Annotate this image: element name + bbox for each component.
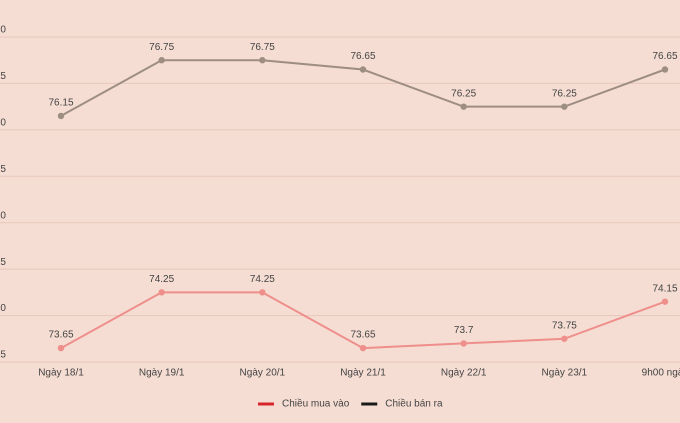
y-tick-label: 73.5 [0,350,6,361]
point [561,335,568,342]
data-label: 76.75 [250,42,275,53]
y-tick-label: 77.0 [0,25,6,36]
data-label: 73.75 [552,320,577,331]
x-tick-label: Ngày 23/1 [542,368,588,379]
data-label: 73.65 [350,330,375,341]
point [460,340,467,347]
point [359,344,367,352]
point [460,103,467,110]
point [158,57,165,64]
y-tick-label: 75.0 [0,210,6,221]
data-label: 76.25 [552,88,577,99]
data-label: 76.65 [350,51,375,62]
x-tick-label: Ngày 22/1 [441,368,487,379]
legend-label: Chiều bán ra [385,398,443,410]
x-tick-label: Ngày 18/1 [38,368,84,379]
data-label: 74.15 [652,283,677,294]
y-tick-label: 76.5 [0,71,6,82]
y-tick-label: 76.0 [0,117,6,128]
data-label: 76.15 [48,98,73,109]
data-label: 76.75 [149,42,174,53]
data-label: 73.65 [48,330,73,341]
point [561,103,568,110]
point [359,66,367,73]
legend-label: Chiều mua vào [282,398,350,410]
point [158,289,165,296]
data-label: 73.7 [454,325,474,336]
x-tick-label: 9h00 ngày [642,368,680,379]
y-tick-label: 75.5 [0,164,6,175]
point [57,112,65,120]
point [259,289,266,296]
point [259,57,266,64]
point [661,66,669,73]
data-label: 76.65 [652,51,677,62]
y-tick-label: 74.0 [0,303,6,314]
x-tick-label: Ngày 19/1 [139,368,185,379]
data-label: 74.25 [149,274,174,285]
x-tick-label: Ngày 20/1 [240,368,286,379]
data-label: 76.25 [451,88,476,99]
x-tick-label: Ngày 21/1 [340,368,386,379]
y-tick-label: 74.5 [0,257,6,268]
point [57,344,65,352]
point [661,298,669,305]
data-label: 74.25 [250,274,275,285]
